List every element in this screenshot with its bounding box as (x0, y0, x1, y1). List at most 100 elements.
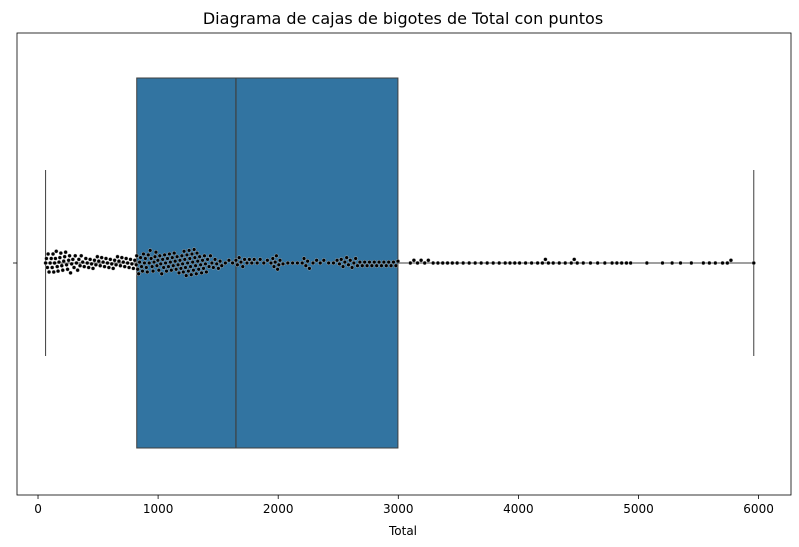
data-point (276, 262, 281, 267)
data-point (507, 260, 513, 266)
data-point (435, 260, 440, 266)
data-point (372, 260, 377, 265)
data-point (115, 254, 120, 259)
data-point (226, 258, 232, 263)
data-point (179, 253, 184, 258)
x-axis-label: Total (388, 524, 417, 538)
data-point (546, 260, 551, 266)
data-point (142, 260, 147, 266)
data-point (660, 260, 665, 266)
data-point (265, 258, 270, 263)
data-point (551, 260, 556, 266)
data-point (128, 257, 133, 262)
data-point (384, 263, 389, 268)
data-point (181, 249, 187, 254)
data-point (132, 258, 137, 263)
data-point (455, 260, 460, 266)
data-point (261, 260, 266, 266)
data-point (199, 270, 204, 275)
data-point (51, 269, 56, 275)
data-point (523, 260, 528, 266)
data-point (167, 251, 172, 257)
chart-title: Diagrama de cajas de bigotes de Total co… (203, 9, 603, 28)
data-point (57, 255, 62, 260)
data-point (140, 269, 145, 274)
x-tick-label: 6000 (743, 502, 774, 516)
data-point (467, 260, 472, 266)
data-point (479, 260, 484, 266)
data-point (165, 256, 170, 261)
data-point (176, 270, 182, 275)
data-point (725, 260, 730, 266)
data-point (166, 264, 171, 269)
data-point (171, 263, 176, 268)
data-point (445, 260, 450, 266)
data-point (190, 260, 195, 265)
data-point (58, 251, 63, 256)
data-point (197, 254, 202, 259)
data-point (116, 259, 122, 264)
data-point (218, 259, 223, 264)
data-point (290, 260, 295, 266)
data-point (268, 260, 274, 266)
data-point (485, 260, 490, 266)
data-point (160, 257, 165, 262)
data-point (381, 260, 386, 265)
data-point (624, 260, 629, 266)
data-point (63, 250, 68, 255)
data-point (163, 260, 168, 266)
data-point (350, 265, 355, 270)
data-point (79, 253, 84, 258)
data-point (83, 256, 88, 261)
data-point (540, 260, 545, 266)
data-point (247, 257, 252, 262)
data-point (59, 263, 64, 268)
data-point (161, 265, 166, 270)
data-point (121, 260, 126, 265)
data-point (543, 257, 548, 262)
data-point (96, 259, 101, 264)
data-point (114, 262, 119, 267)
data-point (147, 260, 152, 266)
data-point (280, 261, 286, 266)
data-point (512, 260, 517, 266)
data-point (334, 258, 340, 263)
data-point (588, 260, 593, 266)
data-point (391, 260, 396, 265)
data-point (65, 267, 70, 272)
data-point (153, 250, 158, 255)
data-point (240, 264, 245, 269)
data-point (183, 265, 188, 270)
x-tick-label: 5000 (623, 502, 654, 516)
data-point (68, 270, 73, 275)
data-point (689, 260, 694, 266)
data-point (172, 251, 177, 256)
data-point (362, 260, 367, 265)
data-point (355, 263, 360, 268)
data-point (353, 256, 358, 261)
data-point (258, 257, 263, 262)
data-point (48, 260, 53, 266)
data-point (575, 260, 580, 266)
data-point (619, 260, 624, 266)
data-point (450, 260, 455, 266)
data-point (62, 254, 67, 259)
data-point (305, 259, 310, 264)
data-point (155, 258, 160, 263)
data-point (98, 263, 103, 268)
data-point (728, 258, 734, 263)
data-point (76, 257, 81, 262)
data-point (285, 260, 290, 266)
data-point (216, 266, 221, 271)
data-point (195, 259, 200, 264)
data-point (360, 263, 365, 268)
data-point (205, 257, 210, 262)
data-point (314, 258, 319, 263)
data-point (50, 251, 56, 257)
data-point (184, 273, 189, 278)
data-point (73, 253, 78, 258)
data-point (713, 260, 718, 266)
data-point (535, 260, 540, 266)
data-point (164, 269, 169, 274)
data-point (194, 271, 199, 276)
